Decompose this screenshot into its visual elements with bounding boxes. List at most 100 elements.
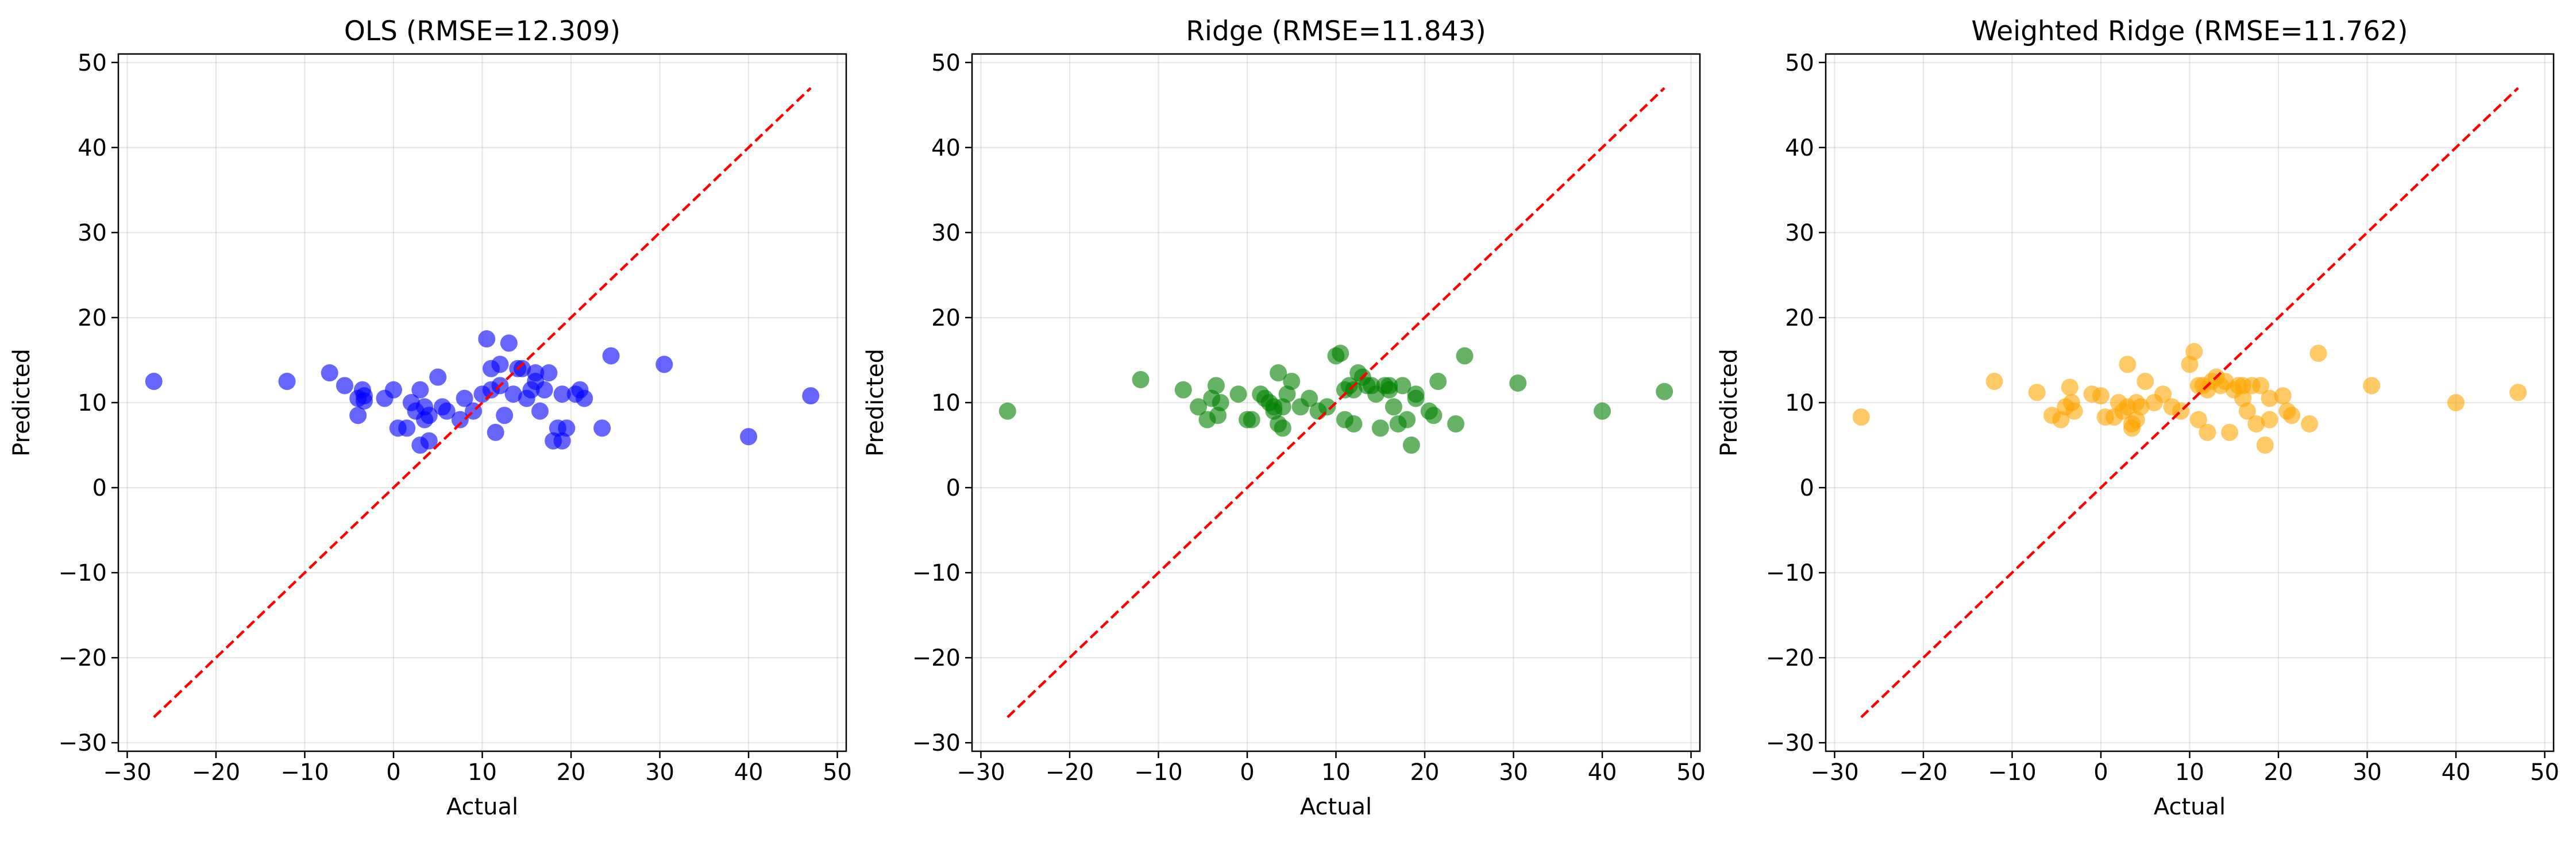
scatter-point — [2447, 394, 2465, 411]
y-axis-label: Predicted — [862, 349, 889, 457]
y-axis-label: Predicted — [1716, 349, 1742, 457]
scatter-point — [2154, 385, 2172, 403]
x-tick-label: −30 — [957, 759, 1005, 786]
scatter-point — [278, 372, 296, 390]
scatter-point — [1332, 345, 1349, 362]
scatter-point — [2028, 384, 2046, 401]
scatter-point — [740, 428, 758, 446]
chart-panel-3: −30 −20 −10 0 10 20 30 40 50 −30 −20 −10 0 10 20 30 40 50… — [1716, 16, 2559, 820]
y-tick-label: 20 — [1785, 305, 1814, 331]
x-tick-label: 50 — [1676, 759, 1706, 786]
x-axis-label: Actual — [2154, 794, 2226, 820]
scatter-point — [1394, 377, 1412, 395]
scatter-point — [2199, 423, 2216, 441]
scatter-point — [1212, 394, 1229, 411]
scatter-point — [420, 432, 438, 450]
y-tick-label: −20 — [1766, 645, 1814, 671]
scatter-point — [2261, 389, 2278, 407]
scatter-point — [2061, 378, 2078, 396]
scatter-point — [398, 419, 416, 437]
scatter-point — [491, 356, 509, 373]
scatter-point — [1274, 419, 1291, 437]
scatter-point — [2247, 415, 2265, 433]
scatter-point — [1594, 402, 1611, 420]
x-tick-label: 10 — [1321, 759, 1351, 786]
x-tick-label: −30 — [1810, 759, 1858, 786]
identity-line — [1007, 87, 1665, 719]
x-tick-label: 50 — [823, 759, 852, 786]
scatter-point — [1380, 377, 1398, 395]
scatter-point — [1229, 385, 1247, 403]
scatter-point — [2309, 345, 2327, 362]
y-tick-label: −20 — [912, 645, 961, 671]
y-tick-label: 0 — [946, 475, 961, 501]
chart-title: OLS (RMSE=12.309) — [344, 16, 620, 47]
x-tick-label: 20 — [2264, 759, 2293, 786]
y-axis-label: Predicted — [9, 349, 35, 457]
y-tick-label: −30 — [59, 730, 107, 756]
scatter-point — [1402, 437, 1420, 454]
y-tick-label: 30 — [78, 220, 107, 246]
scatter-point — [2189, 411, 2207, 428]
y-tick-label: 10 — [1785, 390, 1814, 416]
scatter-point — [451, 411, 469, 428]
chart-title: Weighted Ridge (RMSE=11.762) — [1972, 16, 2408, 47]
x-tick-label: 10 — [2175, 759, 2204, 786]
scatter-point — [540, 364, 558, 382]
scatter-point — [2137, 372, 2154, 390]
x-tick-label: 50 — [2530, 759, 2559, 786]
y-tick-label: 50 — [78, 50, 107, 76]
scatter-point — [487, 423, 504, 441]
scatter-point — [1174, 381, 1192, 399]
scatter-point — [998, 402, 1016, 420]
scatter-point — [1509, 374, 1527, 392]
chart-panel-1: −30 −20 −10 0 10 20 30 40 50 −30 −20 −10 0 10 20 30 40 50… — [9, 16, 852, 820]
scatter-point — [1270, 364, 1287, 382]
y-tick-label: 10 — [931, 390, 961, 416]
scatter-point — [2256, 437, 2274, 454]
scatter-point — [1207, 377, 1225, 395]
scatter-point — [1283, 372, 1301, 390]
scatter-point — [1132, 371, 1150, 389]
scatter-point — [336, 377, 354, 395]
x-tick-label: −20 — [1046, 759, 1094, 786]
scatter-point — [321, 364, 338, 382]
x-tick-label: 0 — [1240, 759, 1254, 786]
scatter-point — [349, 407, 367, 424]
scatter-point — [1456, 347, 1474, 365]
scatter-point — [438, 402, 456, 420]
scatter-point — [1398, 411, 1416, 428]
scatter-point — [2065, 402, 2083, 420]
y-tick-label: 40 — [1785, 135, 1814, 161]
scatter-point — [558, 419, 576, 437]
identity-line — [153, 87, 812, 719]
y-tick-label: 20 — [931, 305, 961, 331]
scatter-point — [1429, 372, 1447, 390]
scatter-point — [411, 381, 429, 399]
x-axis-label: Actual — [1300, 794, 1372, 820]
y-tick-label: −20 — [59, 645, 107, 671]
scatter-point — [1385, 398, 1402, 416]
x-tick-label: 0 — [2093, 759, 2108, 786]
scatter-point — [802, 387, 820, 405]
x-tick-label: −10 — [280, 759, 329, 786]
scatter-point — [2092, 387, 2110, 405]
chart-panel-2: −30 −20 −10 0 10 20 30 40 50 −30 −20 −10 0 10 20 30 40 50… — [862, 16, 1706, 820]
scatter-point — [145, 372, 163, 390]
x-tick-label: 40 — [1588, 759, 1617, 786]
y-tick-label: −30 — [1766, 730, 1814, 756]
y-tick-label: 50 — [931, 50, 961, 76]
scatter-point — [384, 381, 402, 399]
scatter-point — [514, 360, 531, 377]
scatter-point — [355, 392, 373, 410]
scatter-point — [1243, 411, 1260, 428]
y-tick-label: 30 — [931, 220, 961, 246]
identity-line — [1860, 87, 2519, 719]
scatter-point — [2132, 398, 2150, 416]
scatter-point — [496, 407, 514, 424]
scatter-point — [504, 385, 522, 403]
y-tick-label: 20 — [78, 305, 107, 331]
y-tick-label: −30 — [912, 730, 961, 756]
x-axis-label: Actual — [446, 794, 518, 820]
